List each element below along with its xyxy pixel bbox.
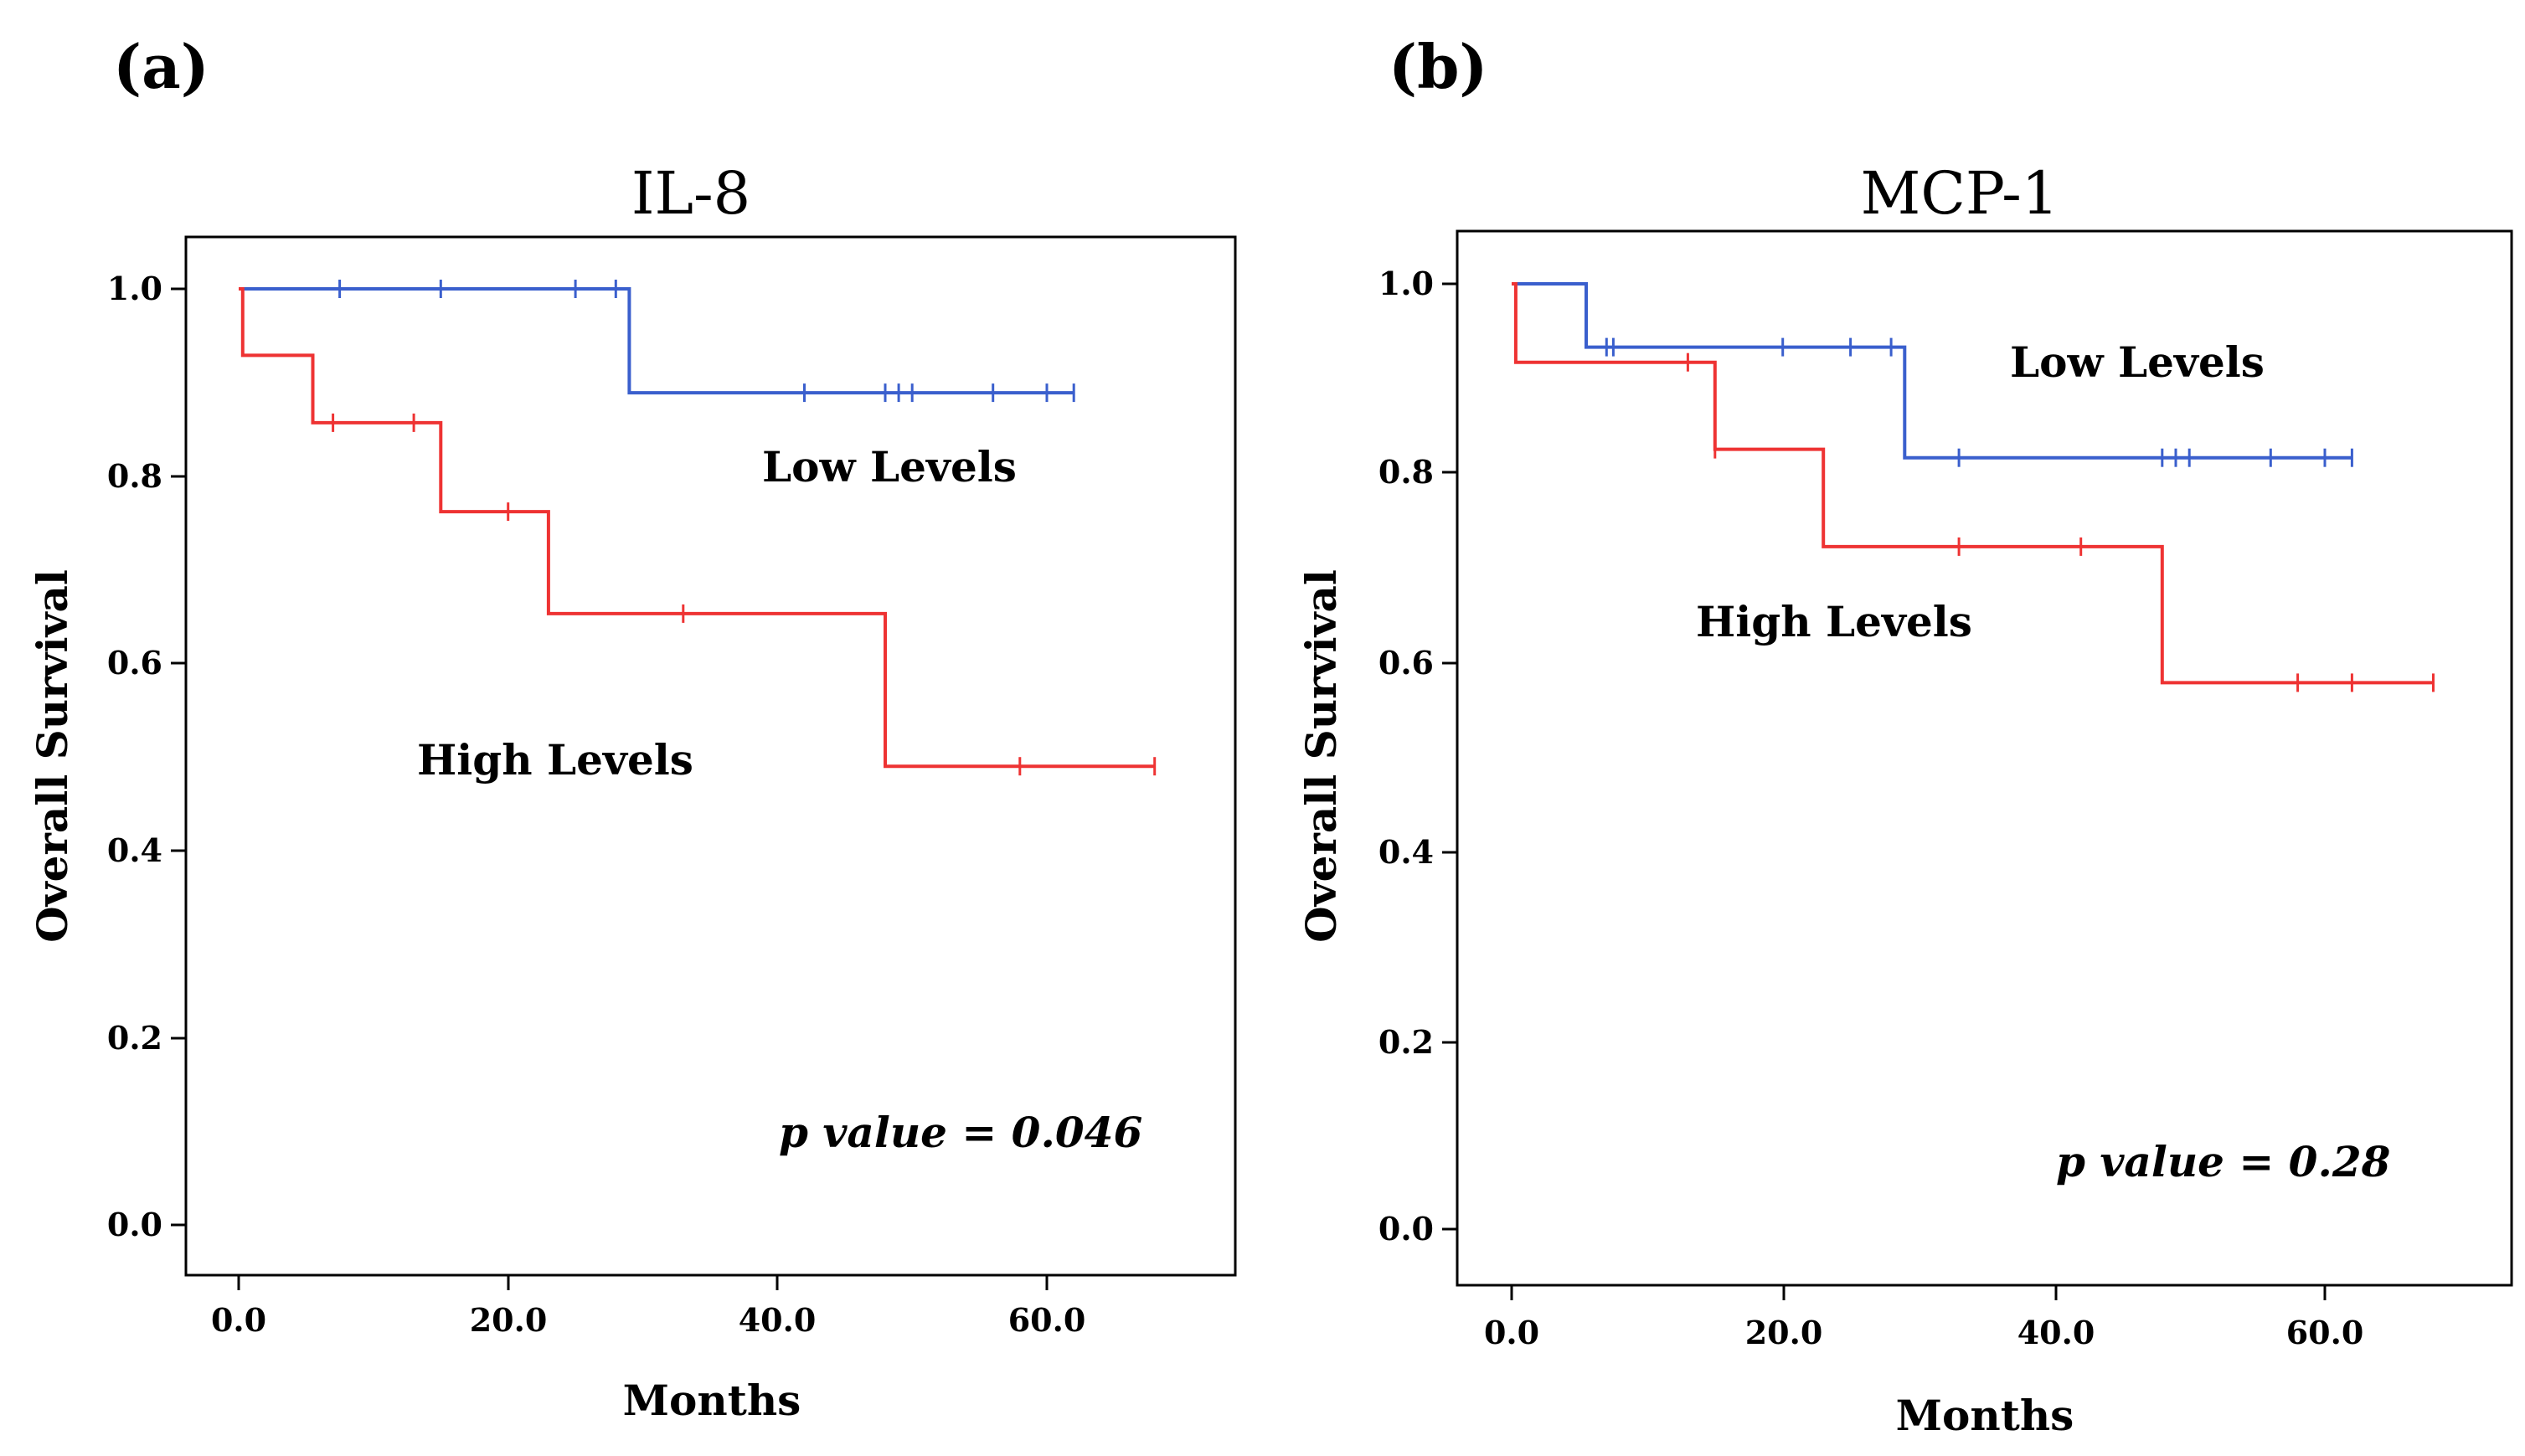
panel-b-curves (1512, 282, 2435, 692)
panel-b-ytick-label: 1.0 (1378, 265, 1434, 302)
panel-b-title: MCP-1 (1861, 159, 2059, 228)
panel-b-plot-frame (1456, 229, 2513, 1287)
panel-b-ytick-label: 0.4 (1378, 833, 1434, 871)
panel-b-y-ticks: 0.0 0.2 0.4 0.6 0.8 1.0 (1378, 265, 1457, 1248)
panel-b-xtick-label: 40.0 (2017, 1314, 2095, 1351)
panel-b-ytick-label: 0.2 (1378, 1023, 1434, 1061)
panel-a-ytick-label: 0.2 (107, 1019, 162, 1057)
panel-b-xtick-label: 0.0 (1484, 1314, 1539, 1351)
panel-a-x-ticks: 0.0 20.0 40.0 60.0 (211, 1275, 1085, 1339)
panel-b-high-levels-label: High Levels (1696, 597, 1972, 646)
panel-a-curves (239, 280, 1157, 776)
panel-a-p-value: p value = 0.046 (779, 1108, 1142, 1157)
panel-a-letter: (a) (113, 31, 209, 102)
panel-b-x-axis-title: Months (1896, 1391, 2074, 1440)
panel-b-xtick-label: 60.0 (2286, 1314, 2364, 1351)
panel-a-ytick-label: 0.6 (107, 644, 162, 682)
panel-b: (b) MCP-1 0.0 0.2 0.4 0.6 0.8 1.0 0.0 20… (1296, 31, 2513, 1440)
panel-a-title: IL-8 (631, 159, 750, 228)
panel-a-high-levels-label: High Levels (417, 735, 693, 785)
panel-b-ytick-label: 0.8 (1378, 453, 1434, 491)
panel-b-x-ticks: 0.0 20.0 40.0 60.0 (1484, 1285, 2363, 1351)
panel-a-ytick-label: 0.8 (107, 457, 162, 495)
panel-b-low-levels-curve (1512, 282, 2352, 460)
panel-a-ytick-label: 0.0 (107, 1206, 162, 1243)
panel-a-low-levels-curve (239, 287, 1074, 395)
panel-a-plot-frame (184, 235, 1237, 1277)
panel-a-low-levels-label: Low Levels (762, 442, 1017, 491)
panel-b-p-value: p value = 0.28 (2056, 1137, 2390, 1186)
panel-b-y-axis-title: Overall Survival (1296, 569, 1346, 943)
panel-a-x-axis-title: Months (623, 1376, 801, 1425)
panel-a-y-axis-title: Overall Survival (28, 569, 77, 943)
panel-a-ytick-label: 1.0 (107, 270, 162, 307)
panel-a-xtick-label: 40.0 (739, 1301, 817, 1339)
panel-a-xtick-label: 0.0 (211, 1301, 266, 1339)
panel-a: (a) IL-8 0.0 0.2 0.4 0.6 0.8 1.0 0.0 20.… (28, 31, 1237, 1425)
panel-b-letter: (b) (1389, 31, 1487, 102)
panel-b-low-levels-label: Low Levels (2010, 337, 2265, 387)
panel-b-xtick-label: 20.0 (1745, 1314, 1823, 1351)
panel-b-high-levels-curve (1512, 282, 2434, 685)
panel-a-xtick-label: 60.0 (1008, 1301, 1086, 1339)
panel-a-high-levels-curve (239, 287, 1155, 769)
panel-a-y-ticks: 0.0 0.2 0.4 0.6 0.8 1.0 (107, 270, 186, 1243)
panel-a-ytick-label: 0.4 (107, 831, 162, 869)
panel-b-ytick-label: 0.6 (1378, 644, 1434, 682)
panel-b-ytick-label: 0.0 (1378, 1210, 1434, 1248)
panel-a-xtick-label: 20.0 (470, 1301, 548, 1339)
